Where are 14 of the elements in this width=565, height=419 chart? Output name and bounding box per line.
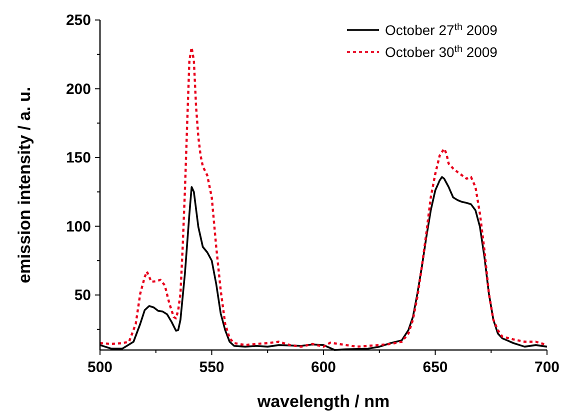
y-tick-label: 150 xyxy=(66,150,91,166)
x-tick-label: 500 xyxy=(87,359,113,376)
legend-label: October 30$^{th}$ 2009 xyxy=(385,44,498,60)
legend-label: October 27$^{th}$ 2009 xyxy=(385,22,498,38)
y-tick-label: 250 xyxy=(66,12,91,29)
x-tick-label: 700 xyxy=(534,359,560,376)
y-tick-label: 50 xyxy=(74,287,91,304)
x-tick-label: 550 xyxy=(199,359,224,376)
y-axis-title: emission intensity / a. u. xyxy=(15,86,34,284)
x-tick-label: 600 xyxy=(310,359,336,376)
x-axis-title: wavelength / nm xyxy=(256,392,390,411)
y-tick-label: 200 xyxy=(66,80,91,98)
x-tick-label: 650 xyxy=(422,359,448,376)
y-tick-label: 100 xyxy=(66,218,91,236)
